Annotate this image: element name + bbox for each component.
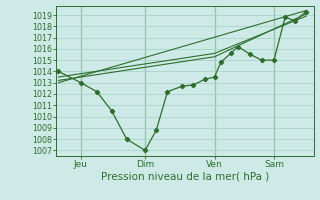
X-axis label: Pression niveau de la mer( hPa ): Pression niveau de la mer( hPa ) (101, 172, 269, 182)
